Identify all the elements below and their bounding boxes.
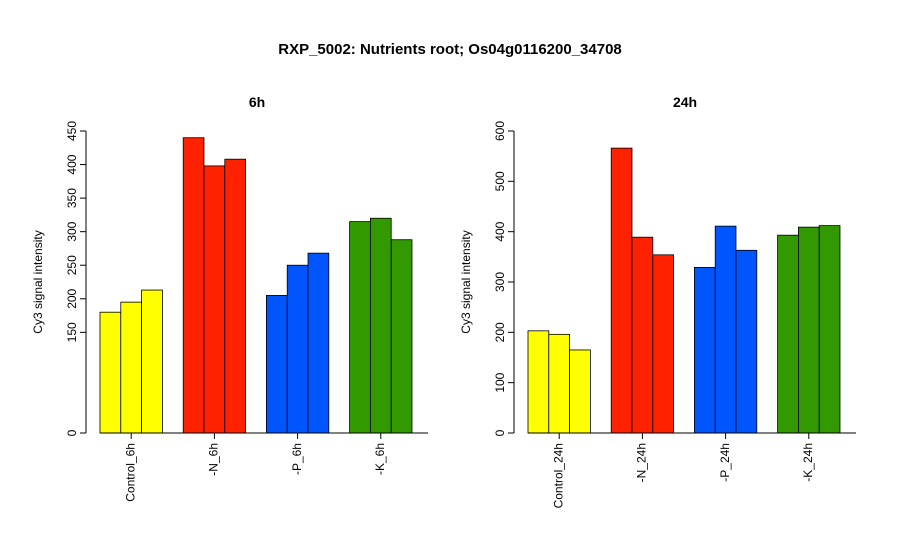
y-tick-label: 450 — [65, 121, 79, 141]
bar--K_6h-1 — [349, 221, 371, 434]
y-axis-label-6h: Cy3 signal intensity — [31, 230, 45, 333]
y-axis-24h: 0 100 200 300 400 500 600 — [493, 121, 515, 436]
bar--P_24h-2 — [714, 225, 737, 434]
bar--P_6h-3 — [307, 252, 330, 434]
y-tick-label: 500 — [493, 171, 507, 191]
bar--N_24h-3 — [652, 254, 674, 434]
panel-title-6h: 6h — [249, 94, 265, 110]
y-axis-label-24h: Cy3 signal intensity — [459, 230, 473, 333]
bar-Control_24h-3 — [569, 349, 591, 434]
x-axis-6h: Control_6h -N_6h -P_6h -K_6h — [100, 432, 428, 502]
y-axis-6h: 0 150 200 250 300 350 400 450 — [65, 121, 87, 436]
y-tick-label: 200 — [493, 322, 507, 342]
bar--N_6h-2 — [203, 165, 226, 434]
y-tick-label: 150 — [65, 322, 79, 342]
panel-6h: 6h Cy3 signal intensity 0 150 200 250 300 350… — [31, 94, 428, 502]
bar--P_6h-1 — [265, 295, 288, 434]
bar-Control_6h-1 — [99, 311, 122, 434]
bar--P_6h-2 — [286, 264, 309, 434]
y-tick-label: 400 — [65, 154, 79, 174]
y-tick-label: 300 — [493, 272, 507, 292]
y-tick-label: 200 — [65, 288, 79, 308]
bar-Control_24h-2 — [548, 333, 570, 434]
panel-title-24h: 24h — [673, 94, 697, 110]
x-tick-label: -K_6h — [373, 443, 387, 475]
x-tick-label: Control_24h — [551, 443, 565, 508]
bar--N_24h-2 — [631, 236, 654, 434]
x-tick-label: -P_6h — [290, 443, 304, 475]
bar--P_24h-3 — [735, 249, 758, 434]
x-tick-label: -P_24h — [718, 443, 732, 482]
bar-Control_6h-2 — [120, 301, 143, 434]
y-tick-label: 250 — [65, 255, 79, 275]
bar--K_6h-3 — [390, 239, 413, 434]
x-tick-label: Control_6h — [123, 443, 137, 502]
y-tick-label: 300 — [65, 221, 79, 241]
bar--P_24h-1 — [694, 267, 716, 434]
x-tick-label: -N_6h — [207, 443, 221, 476]
bar-Control_24h-1 — [527, 330, 550, 434]
bar--K_24h-1 — [777, 234, 799, 434]
y-tick-label: 0 — [493, 429, 507, 436]
bar--K_6h-2 — [369, 217, 392, 434]
bar--N_6h-1 — [182, 137, 205, 434]
x-tick-label: -N_24h — [635, 443, 649, 482]
bars-6h — [99, 137, 413, 434]
y-tick-label: 100 — [493, 372, 507, 392]
bar--K_24h-2 — [798, 226, 820, 434]
x-axis-24h: Control_24h -N_24h -P_24h -K_24h — [528, 432, 856, 508]
y-tick-label: 350 — [65, 188, 79, 208]
y-tick-label: 600 — [493, 121, 507, 141]
bar--K_24h-3 — [818, 225, 841, 434]
main-title: RXP_5002: Nutrients root; Os04g0116200_3… — [278, 41, 622, 58]
panel-24h: 24h Cy3 signal intensity 0 100 200 300 400 50… — [459, 94, 856, 508]
y-tick-label: 0 — [65, 429, 79, 436]
y-tick-label: 400 — [493, 221, 507, 241]
bar--N_6h-3 — [224, 158, 247, 434]
bar-Control_6h-3 — [141, 289, 163, 434]
bars-24h — [527, 147, 841, 434]
bar--N_24h-1 — [610, 147, 633, 434]
x-tick-label: -K_24h — [801, 443, 815, 482]
